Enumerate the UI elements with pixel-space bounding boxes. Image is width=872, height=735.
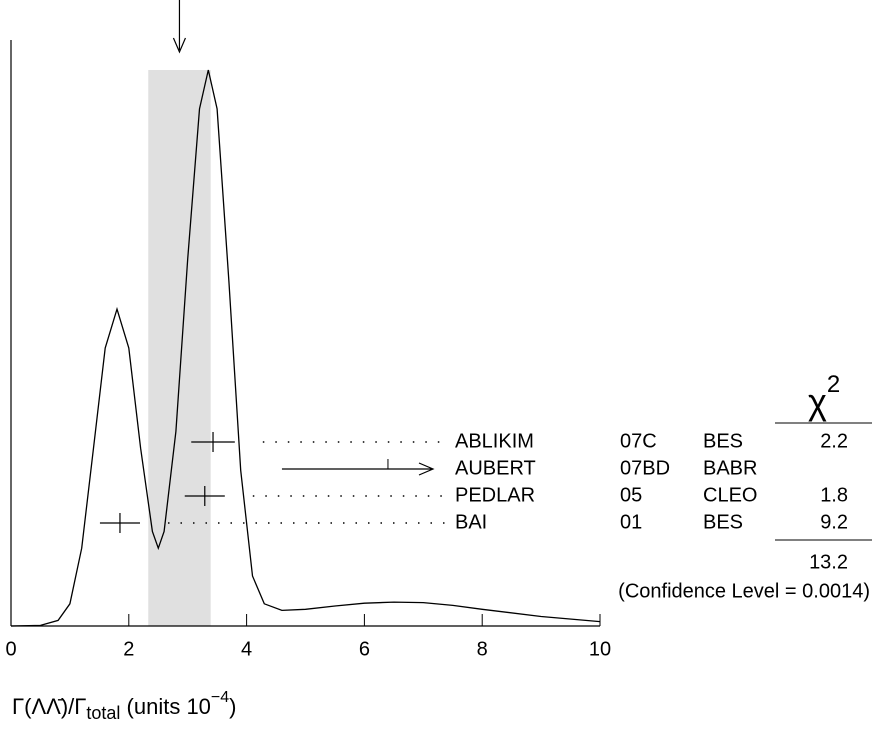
error-arrow	[281, 462, 435, 476]
chi2-exponent: 2	[827, 371, 840, 398]
measurement-year: 01	[620, 511, 642, 533]
x-label-units: (units 10	[120, 694, 211, 719]
measurement-experiment: BES	[703, 511, 743, 533]
x-tick-label: 4	[241, 638, 252, 660]
measurement-year: 07BD	[620, 457, 670, 479]
confidence-level: (Confidence Level = 0.0014)	[618, 580, 870, 602]
measurement-year: 07C	[620, 430, 657, 452]
measurement-name: BAI	[455, 511, 487, 533]
chi2-header: χ2	[808, 371, 840, 421]
x-axis-label: Γ(ΛΛ̄)/Γtotal (units 10−4)	[12, 689, 237, 723]
x-label-subscript: total	[86, 703, 120, 723]
x-tick-label: 2	[123, 638, 134, 660]
measurement-year: 05	[620, 484, 642, 506]
x-label-exponent: −4	[211, 689, 229, 706]
measurement-experiment: CLEO	[703, 484, 757, 506]
average-arrow	[172, 0, 187, 54]
x-label-suffix: )	[229, 694, 236, 719]
measurement-chi2: 2.2	[820, 430, 848, 452]
x-tick-label: 10	[589, 638, 611, 660]
measurement-name: PEDLAR	[455, 484, 535, 506]
average-band	[148, 70, 211, 626]
chi2-total: 13.2	[809, 551, 848, 573]
measurement-name: AUBERT	[455, 457, 536, 479]
chi2-symbol: χ	[808, 381, 827, 422]
measurement-chi2: 1.8	[820, 484, 848, 506]
x-tick-label: 6	[359, 638, 370, 660]
x-tick-label: 8	[477, 638, 488, 660]
measurement-chi2: 9.2	[820, 511, 848, 533]
ideogram-curve	[10, 69, 601, 627]
measurement-experiment: BES	[703, 430, 743, 452]
x-label-prefix: Γ(ΛΛ̄)/Γ	[12, 694, 86, 719]
measurement-name: ABLIKIM	[455, 430, 534, 452]
measurement-experiment: BABR	[703, 457, 757, 479]
x-tick-label: 0	[5, 638, 16, 660]
